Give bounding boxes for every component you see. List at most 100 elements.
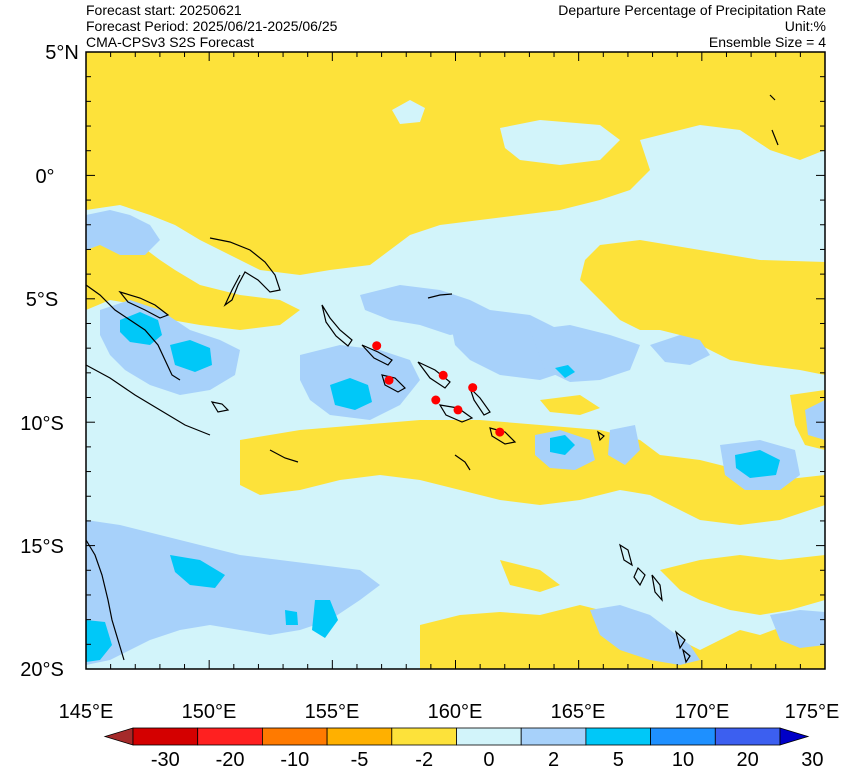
wet1-region-ellipse xyxy=(650,335,710,365)
lat-label-15s: 15°S xyxy=(20,536,64,558)
map-title: Departure Percentage of Precipitation Ra… xyxy=(558,2,826,18)
coast-small-east2 xyxy=(771,129,779,146)
coastlines xyxy=(86,94,779,664)
dry-region-band xyxy=(540,395,600,415)
coast-santa-isabel xyxy=(417,361,451,389)
coast-new-guinea-south xyxy=(86,364,211,436)
coast-new-ireland xyxy=(118,290,170,319)
wet2-region-south-c xyxy=(312,600,338,638)
station-marker-4 xyxy=(431,395,441,405)
coast-vanuatu-e xyxy=(681,648,691,664)
wet2-region-west-b xyxy=(170,340,212,372)
colorbar-label: -10 xyxy=(280,749,309,771)
colorbar-box xyxy=(520,727,587,746)
unit-label: Unit:% xyxy=(784,18,826,34)
colorbar-box xyxy=(261,727,328,746)
dry-region-central xyxy=(240,420,825,525)
coast-vanuatu-a xyxy=(619,543,633,567)
header-left: Forecast start: 20250621 Forecast Period… xyxy=(86,2,337,50)
station-marker-1 xyxy=(372,341,382,351)
coast-new-georgia xyxy=(381,374,406,393)
coast-vanuatu-c xyxy=(651,574,663,602)
lon-label-155e: 155°E xyxy=(305,701,360,723)
wet2-region-east-small2 xyxy=(555,365,575,378)
lon-label-150e: 150°E xyxy=(182,701,237,723)
wet2-region-south-a xyxy=(170,555,225,588)
station-marker-2 xyxy=(384,375,394,385)
dry-region-north xyxy=(86,52,825,275)
colorbar-box xyxy=(650,727,716,746)
coast-australia xyxy=(86,539,125,661)
coast-choiseul xyxy=(361,344,393,366)
wet1-region-southwest xyxy=(86,520,380,665)
colorbar-label: 30 xyxy=(801,749,823,771)
station-marker-6 xyxy=(468,383,478,393)
colorbar-box xyxy=(456,727,522,746)
wet2-region-far-east xyxy=(735,450,780,478)
coast-small-east xyxy=(769,94,776,101)
colorbar-box xyxy=(391,727,457,746)
station-marker-7 xyxy=(495,427,505,437)
colorbar-label: 10 xyxy=(672,749,694,771)
colorbar-label: 2 xyxy=(548,749,559,771)
colorbar-label: -30 xyxy=(151,749,180,771)
ensemble-size: Ensemble Size = 4 xyxy=(708,34,826,50)
dry-region-south-small xyxy=(500,560,560,592)
dry-region-east xyxy=(580,240,825,375)
wet2-region-south-d xyxy=(285,610,298,625)
coast-malaita xyxy=(469,387,491,416)
colorbar-right-arrow xyxy=(779,727,810,746)
lat-label-10s: 10°S xyxy=(20,413,64,435)
colorbar-label: 0 xyxy=(483,749,494,771)
dry-region-southeast xyxy=(660,555,825,615)
header-right: Departure Percentage of Precipitation Ra… xyxy=(558,2,826,50)
wet2-region-east-small xyxy=(550,435,575,455)
colorbar-label: -5 xyxy=(351,749,369,771)
coast-louisiades xyxy=(210,401,230,413)
lon-label-175e: 175°E xyxy=(785,701,840,723)
colorbar-box xyxy=(585,727,652,746)
wet-region-north-patch xyxy=(500,120,620,165)
wet1-region-east2 xyxy=(608,425,640,465)
lat-label-20s: 20°S xyxy=(20,659,64,681)
colorbar-label: -2 xyxy=(415,749,433,771)
colorbar-label: 20 xyxy=(736,749,758,771)
lon-label-170e: 170°E xyxy=(675,701,730,723)
colorbar-left-arrow xyxy=(103,727,134,746)
coast-small-east3 xyxy=(454,454,471,471)
longitude-labels: 145°E 150°E 155°E 160°E 165°E 170°E 175°… xyxy=(59,701,840,723)
colorbar-label: -20 xyxy=(216,749,245,771)
model-name: CMA-CPSv3 S2S Forecast xyxy=(86,34,255,50)
lon-label-145e: 145°E xyxy=(59,701,114,723)
forecast-start: Forecast start: 20250621 xyxy=(86,2,242,18)
colorbar-label: 5 xyxy=(613,749,624,771)
coast-bougainville xyxy=(321,304,353,347)
wet2-region-central xyxy=(330,378,372,410)
lat-label-5s: 5°S xyxy=(26,289,58,311)
coast-north-line xyxy=(427,293,453,299)
colorbar-box xyxy=(197,727,263,746)
colorbar xyxy=(103,727,810,746)
wet1-region-southeast xyxy=(590,605,700,665)
wet2-region-south-b xyxy=(86,620,112,662)
coast-new-britain xyxy=(209,237,281,307)
colorbar-box xyxy=(326,727,393,746)
lat-label-5n: 5°N xyxy=(45,42,79,64)
coast-santa-cruz xyxy=(597,430,605,442)
colorbar-labels: -30 -20 -10 -5 -2 0 2 5 10 20 30 xyxy=(151,749,824,771)
lon-label-165e: 165°E xyxy=(551,701,606,723)
station-marker-3 xyxy=(438,370,448,380)
coast-vanuatu-b xyxy=(633,566,646,587)
precip-field xyxy=(86,52,825,669)
coast-new-guinea-north xyxy=(86,284,181,381)
wet1-region-northwest xyxy=(86,210,160,255)
colorbar-box xyxy=(132,727,199,746)
wet-region-north-patch2 xyxy=(392,100,425,124)
station-marker-5 xyxy=(453,405,463,415)
tick-marks xyxy=(85,51,826,670)
station-markers xyxy=(372,341,505,437)
coast-vanuatu-d xyxy=(674,630,686,650)
latitude-labels: 5°N 0° 5°S 10°S 15°S 20°S xyxy=(20,42,79,681)
lat-label-0: 0° xyxy=(35,166,54,188)
